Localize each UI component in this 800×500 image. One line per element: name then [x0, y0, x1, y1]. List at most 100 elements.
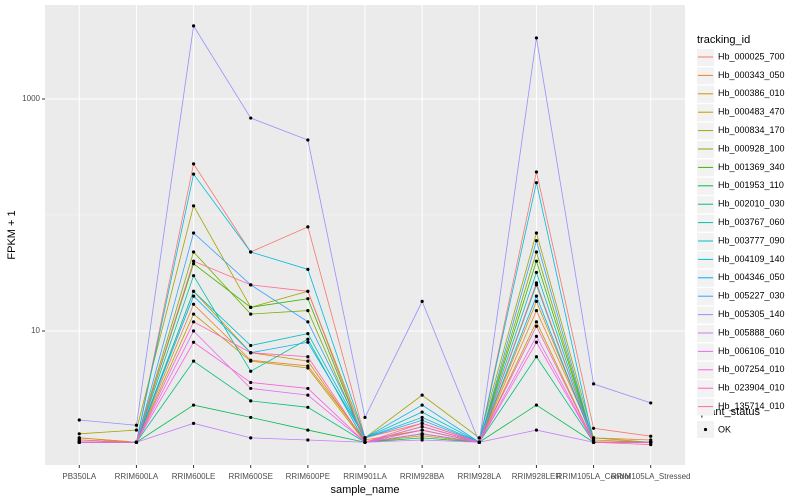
- data-point: [420, 393, 424, 397]
- x-tick-label: RRIM600LE: [172, 472, 216, 481]
- legend-label: Hb_000483_470: [718, 107, 785, 117]
- data-point: [306, 366, 310, 370]
- data-point: [191, 204, 196, 208]
- data-point: [420, 425, 424, 429]
- x-axis-title: sample_name: [330, 484, 399, 496]
- data-point: [191, 359, 196, 363]
- data-point: [306, 138, 310, 142]
- data-point: [420, 299, 424, 304]
- data-point: [77, 432, 81, 436]
- x-tick-label: RRIM600SE: [228, 472, 272, 481]
- data-point: [306, 355, 310, 359]
- data-point: [191, 312, 196, 316]
- data-point: [249, 312, 253, 316]
- data-point: [249, 369, 253, 373]
- data-point: [249, 359, 253, 363]
- data-point: [249, 343, 253, 348]
- data-point: [306, 340, 310, 344]
- data-point: [420, 428, 424, 432]
- data-point: [191, 421, 196, 425]
- data-point: [534, 170, 539, 174]
- data-point: [191, 289, 196, 293]
- data-point: [77, 440, 81, 444]
- data-point: [591, 440, 596, 444]
- legend-label: Hb_023904_010: [718, 383, 785, 393]
- legend-label: Hb_001369_340: [718, 162, 785, 172]
- data-point: [534, 36, 539, 40]
- data-point: [534, 231, 539, 235]
- x-tick-label: RRIM600LA: [115, 472, 159, 481]
- data-point: [420, 421, 424, 425]
- data-point: [306, 337, 310, 341]
- data-point: [249, 250, 253, 254]
- x-tick-label: PB350LA: [62, 472, 96, 481]
- data-point: [191, 294, 196, 298]
- data-point: [363, 440, 367, 444]
- data-point: [649, 440, 653, 444]
- data-point: [534, 259, 539, 263]
- data-point: [249, 436, 253, 440]
- data-point: [420, 432, 424, 436]
- data-point: [534, 294, 539, 298]
- legend-label: Hb_000386_010: [718, 88, 785, 98]
- data-point: [306, 405, 310, 409]
- data-point: [649, 434, 653, 438]
- x-tick-label: RRIM105LA_Stressed: [611, 472, 691, 481]
- data-point: [420, 410, 424, 414]
- data-point: [420, 418, 424, 422]
- data-point: [191, 231, 196, 235]
- data-point: [134, 428, 139, 432]
- data-point: [306, 438, 310, 442]
- data-point: [306, 359, 310, 363]
- x-tick-label: RRIM928LA: [457, 472, 501, 481]
- data-point: [191, 320, 196, 324]
- data-point: [534, 340, 539, 344]
- data-point: [249, 399, 253, 403]
- data-point: [249, 351, 253, 355]
- data-point: [134, 423, 139, 427]
- data-point: [420, 438, 424, 442]
- legend-title: tracking_id: [697, 34, 750, 46]
- data-point: [534, 181, 539, 185]
- data-point: [306, 289, 310, 293]
- data-point: [477, 440, 481, 444]
- data-point: [306, 308, 310, 313]
- y-axis-title: FPKM + 1: [6, 210, 18, 259]
- data-point: [534, 334, 539, 338]
- data-point: [191, 259, 196, 263]
- data-point: [191, 172, 196, 176]
- legend-point: [703, 427, 708, 432]
- legend-label: Hb_005888_060: [718, 327, 785, 337]
- x-tick-label: RRIM600PE: [286, 472, 330, 481]
- data-point: [477, 436, 481, 440]
- data-point: [534, 281, 539, 285]
- data-point: [191, 403, 196, 407]
- data-point: [363, 436, 367, 440]
- legend-label: Hb_000928_100: [718, 143, 785, 153]
- data-point: [134, 440, 139, 444]
- legend-label: Hb_135714_010: [718, 401, 785, 411]
- data-point: [306, 332, 310, 336]
- data-point: [591, 436, 596, 440]
- data-point: [249, 116, 253, 120]
- legend-label: Hb_000025_700: [718, 51, 785, 61]
- data-point: [306, 225, 310, 229]
- data-point: [306, 297, 310, 301]
- data-point: [534, 355, 539, 359]
- legend-label: Hb_004109_140: [718, 254, 785, 264]
- data-point: [306, 320, 310, 324]
- data-point: [534, 308, 539, 313]
- data-point: [534, 250, 539, 254]
- data-point: [249, 305, 253, 309]
- legend-label: Hb_003767_060: [718, 217, 785, 227]
- data-point: [591, 426, 596, 430]
- data-point: [191, 262, 196, 266]
- data-point: [420, 403, 424, 407]
- data-point: [534, 403, 539, 407]
- legend-label: Hb_000343_050: [718, 70, 785, 80]
- legend-label: Hb_005305_140: [718, 309, 785, 319]
- data-point: [191, 162, 196, 166]
- data-point: [191, 329, 196, 333]
- data-point: [306, 428, 310, 432]
